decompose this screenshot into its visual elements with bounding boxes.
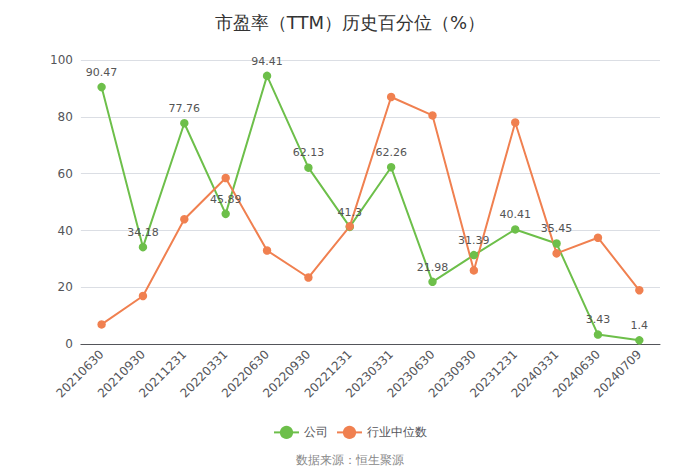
svg-text:行业中位数: 行业中位数 xyxy=(367,425,427,439)
svg-text:20230630: 20230630 xyxy=(384,347,438,401)
svg-text:20210930: 20210930 xyxy=(94,347,148,401)
svg-text:100: 100 xyxy=(50,53,73,67)
svg-text:20: 20 xyxy=(58,280,73,294)
svg-text:20230331: 20230331 xyxy=(343,347,397,401)
svg-text:20231231: 20231231 xyxy=(467,347,521,401)
svg-text:1.4: 1.4 xyxy=(631,319,649,332)
svg-text:94.41: 94.41 xyxy=(251,55,283,68)
svg-text:20211231: 20211231 xyxy=(136,347,190,401)
svg-text:40.41: 40.41 xyxy=(499,208,531,221)
svg-text:21.98: 21.98 xyxy=(417,261,449,274)
svg-text:62.26: 62.26 xyxy=(375,146,407,159)
svg-text:0: 0 xyxy=(65,337,73,351)
svg-text:20230930: 20230930 xyxy=(425,347,479,401)
svg-text:77.76: 77.76 xyxy=(169,102,201,115)
svg-text:3.43: 3.43 xyxy=(586,313,611,326)
svg-text:62.13: 62.13 xyxy=(293,146,325,159)
svg-text:40: 40 xyxy=(58,224,73,238)
svg-text:20220331: 20220331 xyxy=(177,347,231,401)
svg-text:45.89: 45.89 xyxy=(210,193,242,206)
svg-text:60: 60 xyxy=(58,167,73,181)
svg-text:31.39: 31.39 xyxy=(458,234,490,247)
svg-text:公司: 公司 xyxy=(304,425,328,439)
svg-text:41.3: 41.3 xyxy=(338,206,363,219)
svg-text:20240709: 20240709 xyxy=(591,347,644,400)
svg-text:20221231: 20221231 xyxy=(301,347,355,401)
svg-text:20240331: 20240331 xyxy=(508,347,562,401)
svg-text:80: 80 xyxy=(58,110,73,124)
svg-text:20210630: 20210630 xyxy=(53,347,107,401)
svg-text:35.45: 35.45 xyxy=(541,222,573,235)
svg-text:34.18: 34.18 xyxy=(127,226,159,239)
svg-text:20220930: 20220930 xyxy=(260,347,314,401)
svg-text:20240630: 20240630 xyxy=(549,347,603,401)
svg-text:数据来源：恒生聚源: 数据来源：恒生聚源 xyxy=(296,453,404,467)
svg-text:20220630: 20220630 xyxy=(219,347,272,401)
svg-text:90.47: 90.47 xyxy=(86,66,118,79)
svg-text:市盈率（TTM）历史百分位（%）: 市盈率（TTM）历史百分位（%） xyxy=(215,12,485,33)
